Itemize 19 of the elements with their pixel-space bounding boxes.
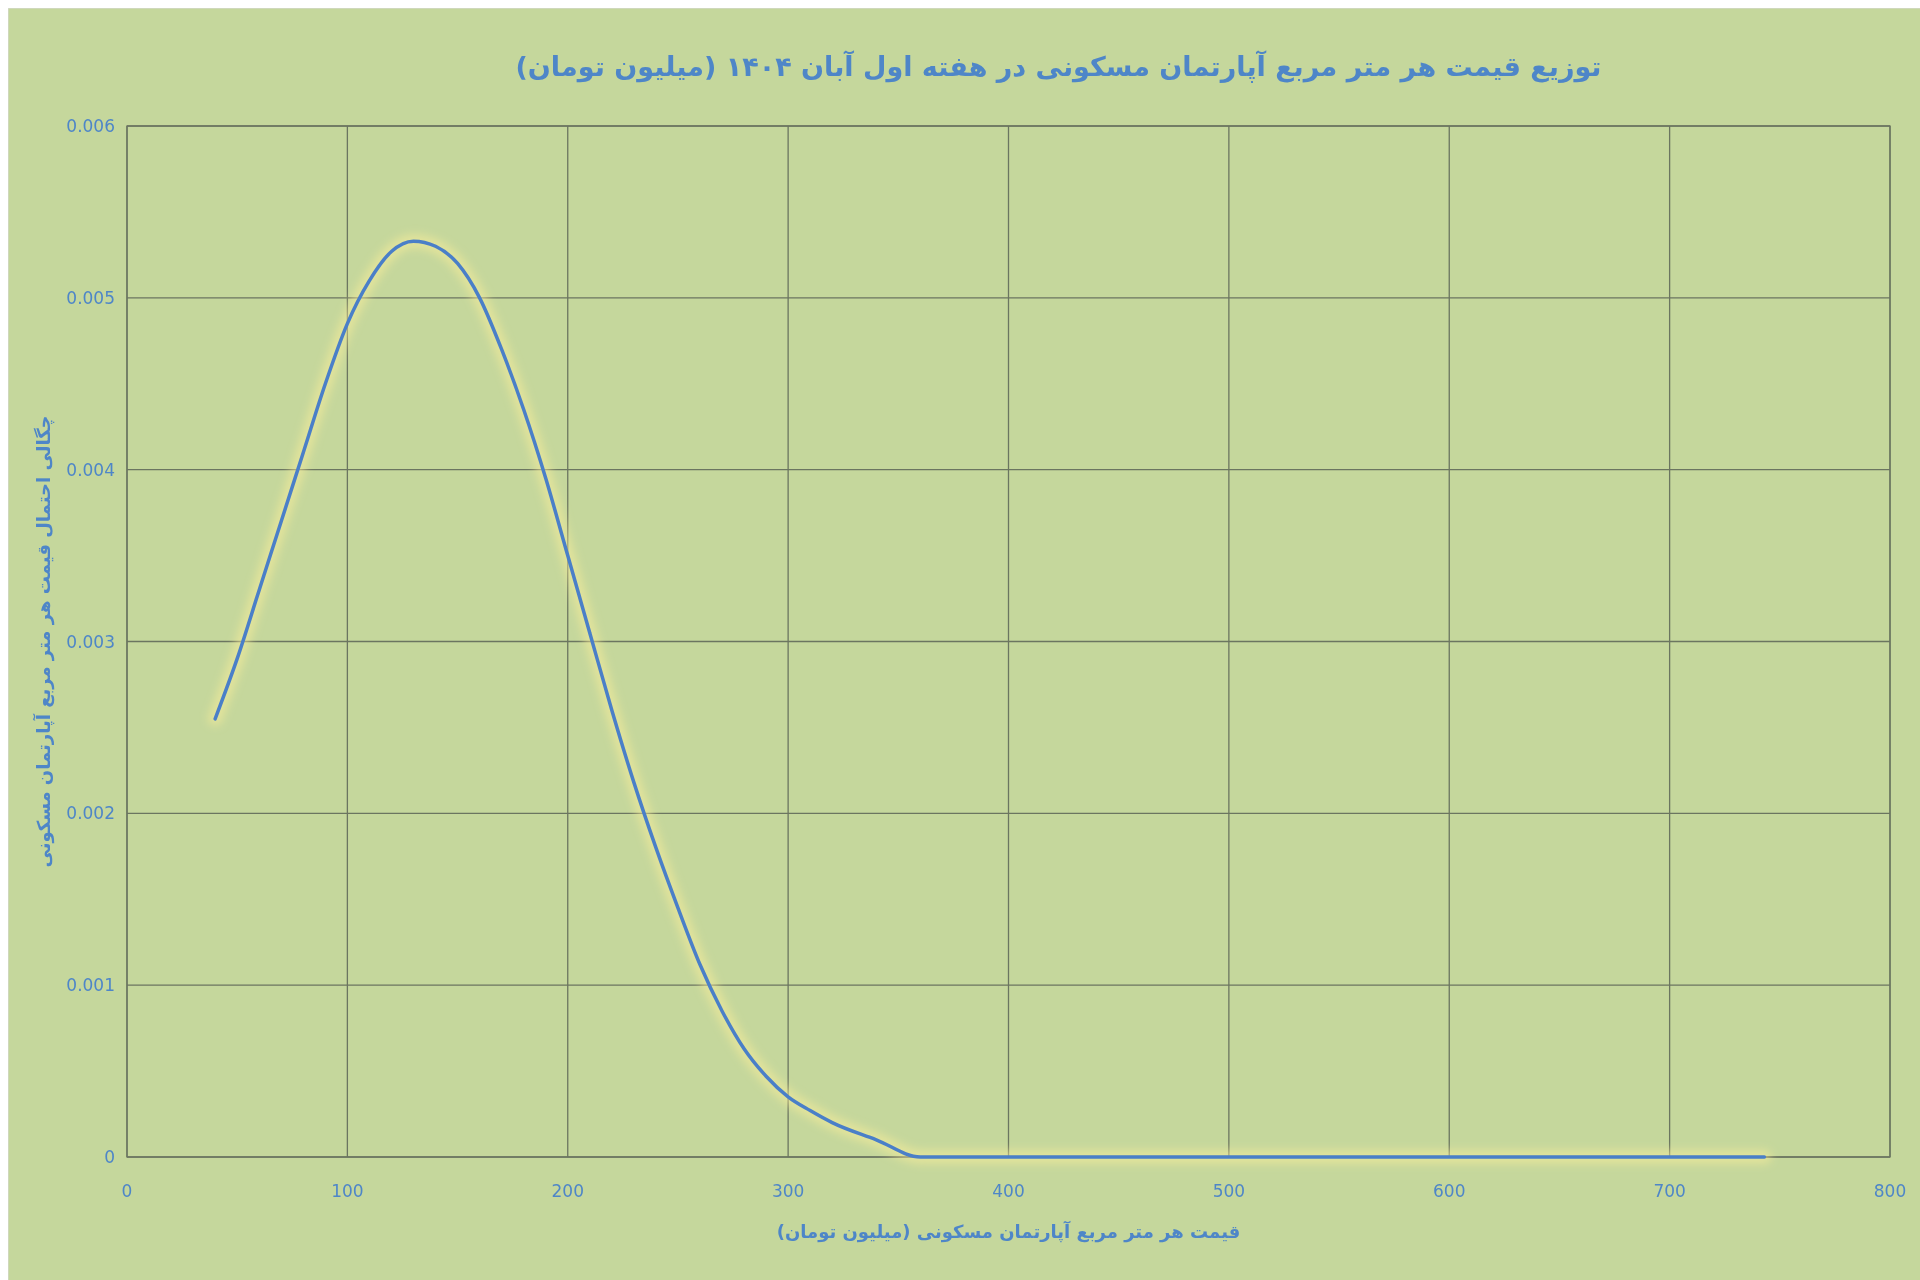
- x-tick-label: 300: [771, 1181, 805, 1201]
- x-tick-label: 200: [551, 1181, 584, 1201]
- y-tick-label: 0.002: [66, 803, 115, 824]
- x-tick-label: 100: [331, 1181, 364, 1201]
- x-tick-label: 500: [1212, 1181, 1246, 1201]
- y-tick-label: 0.001: [66, 975, 115, 996]
- y-tick-label: 0.004: [66, 459, 115, 480]
- x-tick-label: 600: [1433, 1181, 1466, 1201]
- x-axis-title: قیمت هر متر مربع آپارتمان مسکونی (میلیون تومان): [776, 1220, 1241, 1243]
- y-tick-label: 0.005: [66, 287, 115, 308]
- y-tick-label: 0: [104, 1147, 115, 1167]
- y-axis-title: چگالی احتمال قیمت هر متر مربع آپارتمان مسکونی: [32, 415, 55, 868]
- y-tick-label: 0.006: [66, 116, 115, 136]
- x-tick-label: 400: [992, 1181, 1025, 1201]
- x-tick-label: 800: [1873, 1181, 1907, 1201]
- y-tick-label: 0.003: [66, 631, 115, 652]
- chart-title: توزیع قیمت هر متر مربع آپارتمان مسکونی در هفته اول آبان ۱۴۰۴ (میلیون تومان): [515, 50, 1602, 83]
- x-tick-label: 700: [1653, 1181, 1686, 1201]
- x-tick-label: 0: [121, 1181, 133, 1201]
